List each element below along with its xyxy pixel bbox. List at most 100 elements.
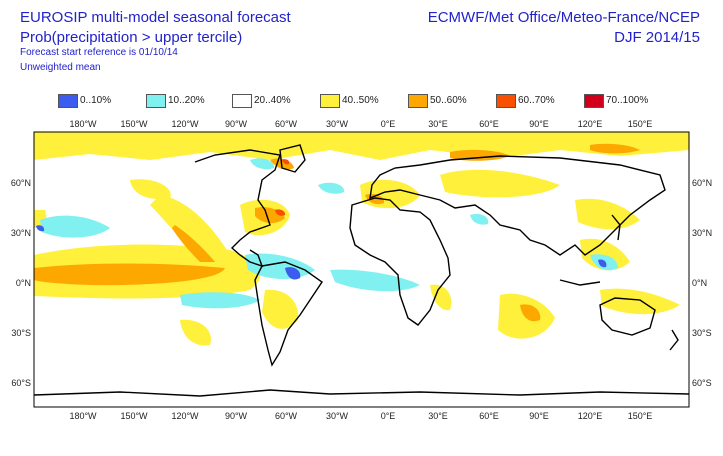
map-frame — [33, 131, 690, 408]
latitude-labels: 60°N 30°N 0°N 30°S 60°S 60°N 30°N 0°N 30… — [11, 178, 712, 388]
lon-label-top: 30°W — [326, 119, 349, 129]
lon-label-bottom: 90°E — [529, 411, 549, 421]
lon-label-top: 120°W — [171, 119, 199, 129]
legend-swatch — [58, 94, 78, 108]
lon-label-top: 180°W — [69, 119, 97, 129]
lon-label-top: 30°E — [428, 119, 448, 129]
se-pacific-dry — [180, 292, 260, 309]
lat-label-left: 0°N — [16, 278, 31, 288]
lat-label-left: 30°N — [11, 228, 31, 238]
japan-coast — [611, 214, 621, 241]
arctic-core — [450, 149, 510, 161]
australia-coast — [599, 297, 656, 336]
lon-label-bottom: 120°W — [171, 411, 199, 421]
middle-east-dry — [470, 214, 489, 225]
greenland-peak — [282, 159, 290, 165]
lat-label-right: 30°S — [692, 328, 712, 338]
legend-label: 20..40% — [254, 95, 291, 106]
legend-swatch — [496, 94, 516, 108]
lon-label-top: 0°E — [381, 119, 396, 129]
lon-label-bottom: 30°E — [428, 411, 448, 421]
lat-label-right: 0°N — [692, 278, 707, 288]
amazon-mouth-dry — [285, 267, 301, 280]
south-america-coast — [254, 261, 323, 367]
map-title-line1: EUROSIP multi-model seasonal forecast — [20, 9, 291, 26]
legend-label: 60..70% — [518, 95, 555, 106]
new-zealand-coast — [669, 329, 679, 351]
prob-10-20-areas — [40, 158, 618, 309]
indian-ocean-core — [520, 304, 541, 322]
canada-dry — [250, 158, 275, 170]
longitude-labels: 180°W 150°W 120°W 90°W 60°W 30°W 0°E 30°… — [69, 119, 652, 421]
coastlines — [34, 144, 689, 397]
lat-label-right: 60°S — [692, 378, 712, 388]
greenland-coast — [279, 144, 306, 173]
arctic-core-east — [590, 143, 640, 154]
prob-50-60-areas — [34, 143, 640, 322]
lon-label-bottom: 60°E — [479, 411, 499, 421]
lon-label-top: 90°W — [225, 119, 248, 129]
tropical-atlantic-dry — [330, 269, 420, 292]
legend-label: 70..100% — [606, 95, 649, 106]
pacific-tongue-core — [172, 225, 215, 262]
enso-core — [34, 263, 225, 286]
lon-label-bottom: 30°W — [326, 411, 349, 421]
north-america-coast — [194, 149, 281, 268]
central-pacific-dry — [40, 215, 110, 238]
indonesia-coast — [559, 279, 601, 286]
legend-swatch — [232, 94, 252, 108]
lat-label-right: 60°N — [692, 178, 712, 188]
weighting-note: Unweighted mean — [20, 62, 101, 73]
lon-label-bottom: 0°E — [381, 411, 396, 421]
map-field — [34, 132, 689, 407]
west-edge-driest — [36, 225, 45, 232]
lon-label-top: 60°W — [275, 119, 298, 129]
lat-label-left: 60°N — [11, 178, 31, 188]
legend-label: 40..50% — [342, 95, 379, 106]
east-pacific-tongue — [150, 195, 230, 258]
lon-label-top: 150°E — [628, 119, 653, 129]
legend-swatch — [584, 94, 604, 108]
siberia-patch — [440, 169, 560, 198]
prob-60-70-areas — [275, 159, 290, 216]
north-pacific-patch — [130, 179, 171, 200]
maritime-continent-patch — [580, 238, 630, 271]
antarctica-coast — [34, 389, 689, 397]
lon-label-top: 150°W — [120, 119, 148, 129]
lon-label-bottom: 60°W — [275, 411, 298, 421]
season-label: DJF 2014/15 — [614, 29, 700, 46]
lon-label-bottom: 180°W — [69, 411, 97, 421]
legend-swatch — [146, 94, 166, 108]
lon-label-bottom: 150°W — [120, 411, 148, 421]
legend-swatch — [320, 94, 340, 108]
lat-label-right: 30°N — [692, 228, 712, 238]
lon-label-bottom: 90°W — [225, 411, 248, 421]
legend-label: 50..60% — [430, 95, 467, 106]
legend-label: 0..10% — [80, 95, 112, 106]
lon-label-bottom: 150°E — [628, 411, 653, 421]
arctic-band — [34, 132, 689, 160]
philippines-driest — [598, 259, 607, 268]
north-atlantic-dry — [318, 182, 345, 194]
legend-label: 10..20% — [168, 95, 205, 106]
us-east-peak — [275, 209, 286, 216]
south-pacific-patch — [180, 319, 211, 346]
lat-label-left: 60°S — [11, 378, 31, 388]
organisations-label: ECMWF/Met Office/Meteo-France/NCEP — [427, 9, 700, 26]
prob-0-10-areas — [36, 225, 607, 280]
brazil-patch — [262, 289, 299, 329]
forecast-start-reference: Forecast start reference is 01/10/14 — [20, 47, 178, 58]
east-africa-patch — [430, 284, 452, 311]
lon-label-top: 120°E — [578, 119, 603, 129]
map-title-line2: Prob(precipitation > upper tercile) — [20, 29, 243, 46]
africa-coast — [349, 197, 451, 326]
legend-swatch — [408, 94, 428, 108]
lon-label-bottom: 120°E — [578, 411, 603, 421]
lon-label-top: 90°E — [529, 119, 549, 129]
prob-40-50-areas — [34, 132, 689, 346]
lat-label-left: 30°S — [11, 328, 31, 338]
eurasia-coast — [369, 155, 666, 256]
sw-pacific-patch — [600, 288, 680, 315]
lon-label-top: 60°E — [479, 119, 499, 129]
